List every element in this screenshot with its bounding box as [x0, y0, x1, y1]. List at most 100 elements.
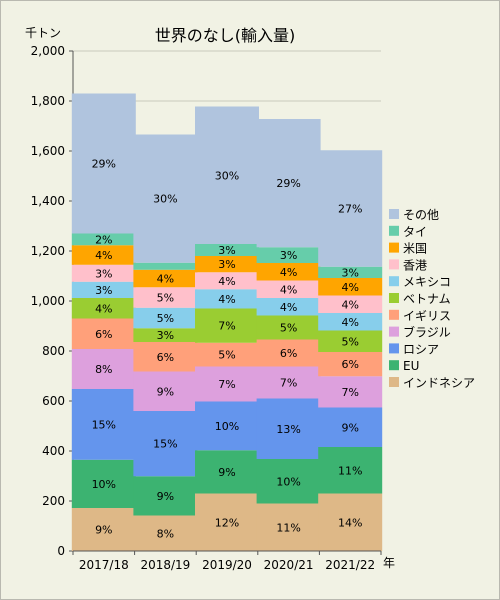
data-label: 7% [218, 378, 235, 391]
bar-segment [318, 313, 383, 331]
data-label: 3% [280, 249, 297, 262]
legend-label: タイ [403, 225, 427, 239]
data-label: 4% [280, 301, 297, 314]
data-label: 29% [276, 177, 300, 190]
data-label: 9% [157, 385, 174, 398]
data-label: 30% [153, 193, 177, 206]
legend-label: その他 [403, 208, 439, 222]
data-label: 4% [95, 302, 112, 315]
bar-segment [318, 150, 383, 267]
bar-segment [256, 298, 321, 316]
bar-segment [195, 493, 259, 551]
legend-label: 香港 [403, 258, 427, 272]
bar-segment [71, 245, 136, 265]
data-label: 9% [218, 466, 235, 479]
legend-label: ブラジル [403, 325, 451, 340]
bar-segment [195, 289, 259, 309]
bar-segment [133, 476, 198, 516]
data-label: 9% [157, 490, 174, 503]
data-label: 4% [157, 273, 174, 286]
bar-segment [195, 401, 259, 451]
data-label: 7% [341, 386, 358, 399]
data-label: 4% [341, 298, 358, 311]
data-label: 6% [157, 351, 174, 364]
data-label: 7% [280, 377, 297, 390]
legend-swatch [389, 276, 399, 287]
data-label: 11% [276, 521, 300, 534]
data-label: 30% [215, 169, 239, 182]
plot-area: 0 200 400 600 800 1,000 1,200 1,400 1,600 1,800 2,… [31, 44, 383, 572]
y-tick-label: 200 [42, 494, 65, 508]
legend-swatch [389, 309, 399, 320]
bar-segment [256, 280, 321, 298]
data-label: 4% [218, 275, 235, 288]
bar-segment [195, 256, 259, 273]
data-label: 10% [276, 475, 300, 488]
data-label: 3% [95, 284, 112, 297]
legend-label: 米国 [403, 242, 427, 256]
data-label: 12% [215, 516, 239, 529]
bar-segment [318, 447, 383, 494]
data-label: 2% [95, 233, 112, 246]
data-label: 8% [157, 527, 174, 540]
data-label: 4% [280, 266, 297, 279]
bar-segment [318, 493, 383, 551]
data-label: 5% [341, 335, 358, 348]
data-label: 10% [92, 478, 116, 491]
data-label: 5% [218, 349, 235, 362]
legend-label: インドネシア [403, 376, 475, 390]
bar-segment [133, 134, 198, 263]
bar-segment [133, 371, 198, 411]
bar-segment [133, 328, 198, 342]
data-label: 14% [338, 516, 362, 529]
bar-segment [71, 508, 136, 551]
data-label: 15% [92, 418, 116, 431]
data-label: 27% [338, 203, 362, 216]
data-label: 5% [280, 322, 297, 335]
data-label: 11% [338, 464, 362, 477]
y-tick-label: 1,000 [31, 294, 65, 308]
bar-segment [71, 318, 136, 349]
bar-segment [318, 352, 383, 377]
bar-segment [256, 247, 321, 263]
data-label: 3% [218, 244, 235, 257]
bar-segment [71, 459, 136, 508]
legend-swatch [389, 360, 399, 371]
bar-segment [133, 411, 198, 477]
data-label: 3% [218, 258, 235, 271]
bar-segment [195, 244, 259, 256]
data-label: 6% [341, 358, 358, 371]
bar-segment [318, 407, 383, 447]
data-label: 13% [276, 423, 300, 436]
bar-segment [256, 398, 321, 459]
bar-segment [256, 263, 321, 281]
y-tick-label: 1,200 [31, 244, 65, 258]
legend-swatch [389, 377, 399, 387]
y-tick-label: 2,000 [31, 44, 65, 58]
bar-segment [195, 342, 259, 367]
bar-segment [318, 266, 383, 278]
data-label: 5% [157, 292, 174, 305]
data-label: 3% [341, 266, 358, 279]
bar-segment [256, 315, 321, 340]
legend-label: EU [403, 359, 419, 373]
legend-swatch [389, 326, 399, 337]
bar-segment [195, 272, 259, 290]
legend-swatch [389, 225, 399, 236]
data-label: 4% [280, 283, 297, 296]
bar-segment [133, 262, 198, 270]
bar-segment [133, 515, 198, 551]
y-axis-unit: 千トン [25, 26, 61, 40]
x-tick-label: 2021/22 [325, 558, 375, 572]
bar-segment [133, 287, 198, 308]
legend-label: メキシコ [403, 275, 451, 289]
y-tick-label: 0 [57, 544, 65, 558]
bar-segment [71, 93, 136, 234]
data-label: 4% [341, 281, 358, 294]
data-label: 29% [92, 158, 116, 171]
bar-segment [256, 459, 321, 504]
data-label: 4% [341, 316, 358, 329]
bar-segment [256, 503, 321, 551]
